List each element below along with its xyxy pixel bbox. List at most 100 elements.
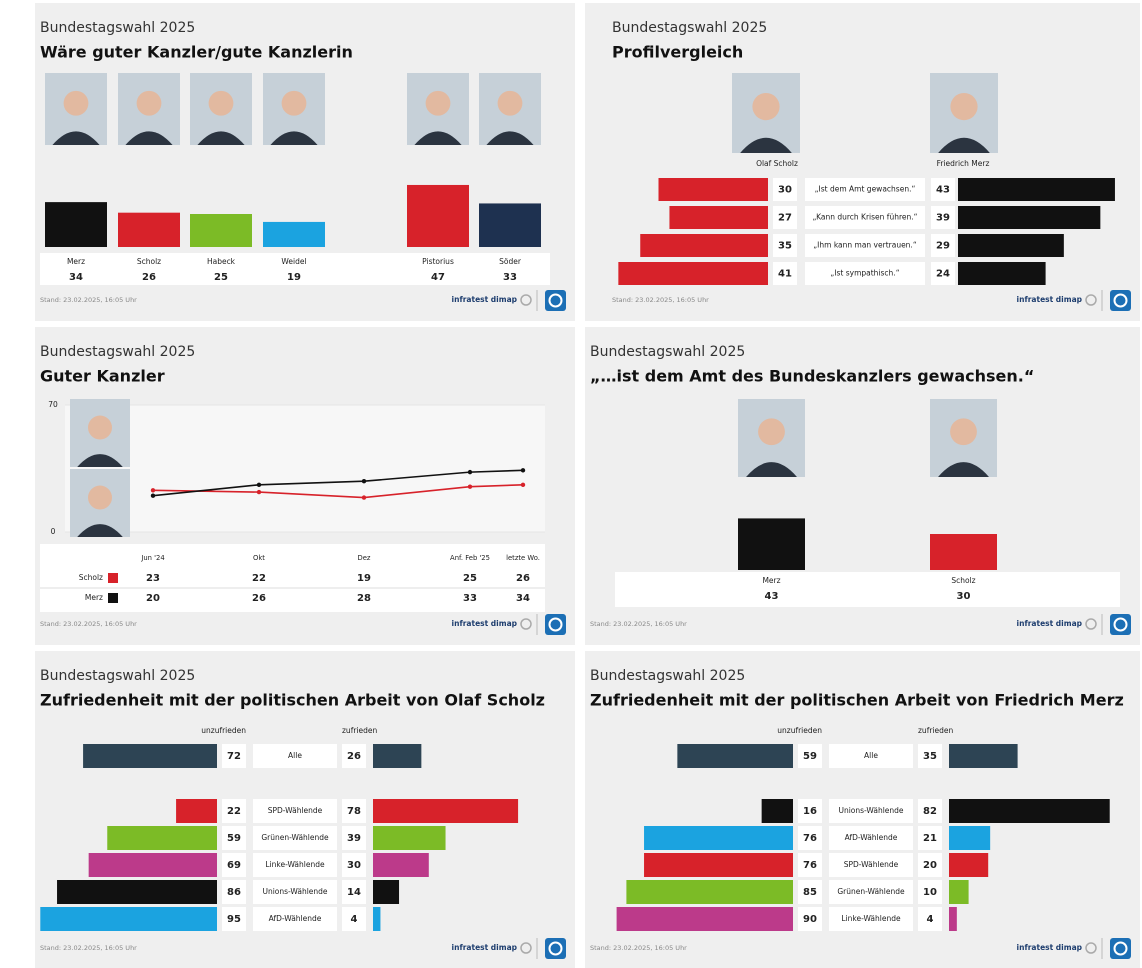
bar bbox=[57, 880, 217, 904]
bar bbox=[658, 178, 768, 201]
bar bbox=[644, 826, 793, 850]
value-label: 78 bbox=[347, 806, 361, 817]
logo bbox=[1110, 938, 1131, 959]
bar bbox=[949, 907, 957, 931]
category-box bbox=[829, 744, 913, 768]
bar bbox=[958, 206, 1101, 229]
photo bbox=[930, 399, 997, 477]
supertitle: Bundestagswahl 2025 bbox=[40, 668, 195, 684]
value-label: 76 bbox=[803, 860, 817, 871]
value-box bbox=[931, 234, 955, 257]
value-label: 85 bbox=[803, 887, 817, 898]
panel: Bundestagswahl 2025 Zufriedenheit mit der… bbox=[35, 651, 575, 968]
photo-head bbox=[63, 90, 89, 116]
bar bbox=[644, 853, 793, 877]
value-box bbox=[931, 206, 955, 229]
category-label: „Ist dem Amt gewachsen.“ bbox=[815, 185, 916, 194]
y-tick-label: 0 bbox=[51, 527, 56, 536]
source: infratest dimap bbox=[452, 619, 518, 628]
label-strip bbox=[615, 572, 1120, 607]
bar bbox=[949, 799, 1110, 823]
bar bbox=[373, 853, 429, 877]
value-box bbox=[222, 880, 246, 904]
bar bbox=[677, 744, 793, 768]
photo-body bbox=[938, 137, 990, 153]
bar-label: Weidel bbox=[281, 257, 306, 266]
bar bbox=[958, 178, 1115, 201]
value-label: 20 bbox=[923, 860, 937, 871]
category-box bbox=[253, 907, 337, 931]
value-label: 39 bbox=[936, 213, 950, 224]
bar bbox=[107, 826, 217, 850]
photo-head bbox=[758, 418, 785, 446]
value-label: 26 bbox=[252, 593, 266, 604]
category-box bbox=[253, 799, 337, 823]
logo bbox=[545, 290, 566, 311]
footer: Stand: 23.02.2025, 16:05 Uhr bbox=[40, 620, 137, 628]
value-label: 35 bbox=[923, 751, 937, 762]
value-label: 27 bbox=[778, 213, 792, 224]
value-box bbox=[773, 178, 797, 201]
value-box bbox=[773, 234, 797, 257]
legend-label: Merz bbox=[85, 593, 103, 602]
table-bg bbox=[40, 544, 545, 612]
bar bbox=[738, 518, 805, 570]
value-label: 21 bbox=[923, 833, 937, 844]
footer: Stand: 23.02.2025, 16:05 Uhr bbox=[40, 296, 137, 304]
photo-head bbox=[752, 93, 780, 121]
value-label: 59 bbox=[803, 751, 817, 762]
source: infratest dimap bbox=[1017, 619, 1083, 628]
value-label: 35 bbox=[778, 241, 792, 252]
category-box bbox=[253, 744, 337, 768]
value-label: 72 bbox=[227, 751, 241, 762]
bar bbox=[190, 214, 252, 247]
bar bbox=[118, 212, 180, 247]
category-box bbox=[805, 206, 925, 229]
footer: Stand: 23.02.2025, 16:05 Uhr bbox=[590, 944, 687, 952]
value-label: 30 bbox=[957, 591, 971, 602]
value-label: 25 bbox=[214, 272, 228, 283]
photo bbox=[70, 469, 130, 537]
point bbox=[150, 493, 156, 498]
photo-body bbox=[414, 131, 462, 145]
value-label: 43 bbox=[765, 591, 779, 602]
source-icon bbox=[1085, 942, 1097, 954]
source: infratest dimap bbox=[1017, 943, 1083, 952]
value-box bbox=[342, 880, 366, 904]
value-label: 26 bbox=[516, 573, 530, 584]
value-label: 69 bbox=[227, 860, 241, 871]
value-box bbox=[342, 799, 366, 823]
photo bbox=[732, 73, 800, 153]
bar-label: Habeck bbox=[207, 257, 236, 266]
value-label: 14 bbox=[347, 887, 361, 898]
bar bbox=[263, 221, 325, 247]
point bbox=[520, 482, 526, 488]
value-box bbox=[798, 907, 822, 931]
x-tick-label: Dez bbox=[358, 554, 371, 562]
logo-mark bbox=[1113, 941, 1128, 956]
value-label: 22 bbox=[227, 806, 241, 817]
source: infratest dimap bbox=[452, 943, 518, 952]
value-box bbox=[222, 744, 246, 768]
photo-head bbox=[497, 90, 523, 116]
value-box bbox=[773, 262, 797, 285]
value-box bbox=[798, 826, 822, 850]
value-label: 25 bbox=[463, 573, 477, 584]
bar-label: Merz bbox=[762, 576, 780, 585]
bar bbox=[618, 262, 768, 285]
value-label: 41 bbox=[778, 269, 792, 280]
value-box bbox=[222, 826, 246, 850]
value-label: 24 bbox=[936, 269, 950, 280]
photo bbox=[930, 73, 998, 153]
series-name: unzufrieden bbox=[777, 726, 822, 735]
photo-body bbox=[270, 131, 318, 145]
photo-head bbox=[88, 415, 112, 440]
category-label: Linke-Wählende bbox=[265, 860, 325, 869]
panel: Bundestagswahl 2025 Wäre guter Kanzler/gu… bbox=[35, 3, 575, 321]
photo bbox=[407, 73, 469, 145]
series-name: zufrieden bbox=[342, 726, 377, 735]
category-label: SPD-Wählende bbox=[268, 806, 323, 815]
point bbox=[467, 469, 473, 475]
photo-body bbox=[746, 462, 797, 477]
category-label: Unions-Wählende bbox=[262, 887, 327, 896]
